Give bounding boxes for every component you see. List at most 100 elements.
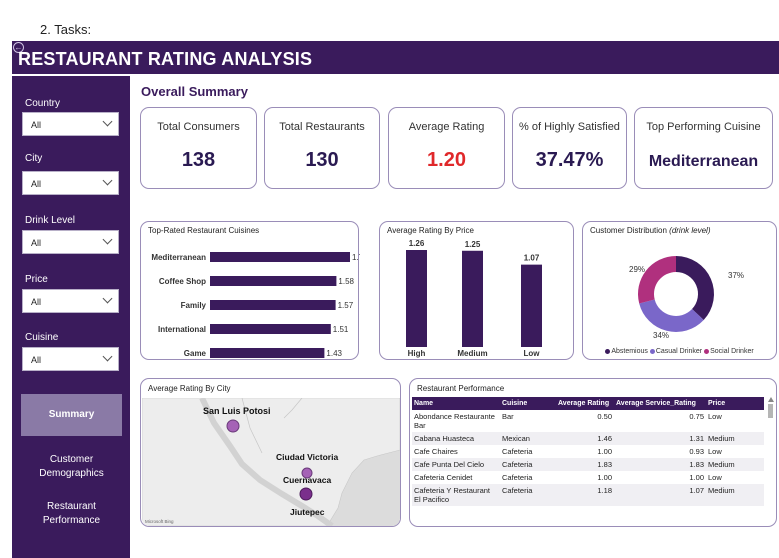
donut-slice[interactable] [638,256,676,304]
map-border [241,398,263,454]
kpi-value: 138 [181,149,216,171]
table-row[interactable]: Abondance Restaurante Bar Bar 0.50 0.75 Low [412,410,764,432]
price-bar[interactable] [462,250,483,347]
map-label-cuernavaca: Cuernavaca [283,475,331,485]
cuisine-bar[interactable] [210,324,331,334]
chart-title-note: (drink level) [669,226,711,235]
map-coastline [199,398,334,526]
table-row[interactable]: Cafe Chaires Cafeteria 1.00 0.93 Low [412,445,764,458]
legend-item-abstemious: Abstemious [605,348,648,355]
map-marker-san-luis-potosi[interactable] [226,419,240,433]
filter-country-label: Country [25,98,61,109]
map-title: Average Rating By City [148,384,231,393]
price-data-label: 1.07 [524,254,540,263]
column-header-average-rating[interactable]: Average Rating [556,397,614,410]
table-row[interactable]: Cafe Punta Del Cielo Cafeteria 1.83 1.83 Med… [412,458,764,471]
scroll-thumb[interactable] [768,404,773,418]
chart-title: Average Rating By Price [387,226,475,235]
kpi-total-restaurants: Total Restaurants 130 [264,107,380,189]
legend-item-social: Social Drinker [704,348,754,355]
price-data-label: 1.26 [409,239,425,248]
table-scrollbar[interactable] [768,397,774,526]
cuisine-bar[interactable] [210,348,325,358]
legend-dot [605,348,611,354]
price-bar[interactable] [406,250,427,347]
filter-country-dropdown[interactable]: All [22,112,119,136]
price-bar-chart: 1.26 High 1.25 Medium 1.07 Low [406,239,542,358]
kpi-top-cuisine: Top Performing Cuisine Mediterranean [634,107,773,189]
section-title: Overall Summary [141,84,248,99]
chart-title-main: Customer Distribution [590,226,667,235]
cuisine-bar[interactable] [210,252,350,262]
cuisine-bar[interactable] [210,300,336,310]
column-header-cuisine[interactable]: Cuisine [500,397,556,410]
map-attribution: Microsoft Bing [145,519,174,524]
table-row[interactable]: Cabana Huasteca Mexican 1.46 1.31 Medium [412,432,764,445]
kpi-value: Mediterranean [648,153,759,170]
kpi-highly-satisfied: % of Highly Satisfied 37.47% [512,107,627,189]
price-category-label: High [408,349,426,358]
cuisine-category-label: Game [184,349,207,358]
filter-city-dropdown[interactable]: All [22,171,119,195]
price-bar[interactable] [521,264,542,347]
cuisine-bar[interactable] [210,276,337,286]
back-arrow-icon[interactable]: ← [13,42,24,53]
legend-dot [649,348,655,354]
chevron-down-icon [102,293,113,304]
cuisine-data-label: 1.51 [333,325,349,334]
cuisine-category-label: Mediterranean [151,253,206,262]
table-row[interactable]: Cafeteria Cenidet Cafeteria 1.00 1.00 Low [412,471,764,484]
donut-legend: Abstemious Casual Drinker Social Drinker [583,348,776,355]
filter-cuisine-dropdown[interactable]: All [22,347,119,371]
nav-summary-button[interactable]: Summary [21,394,122,436]
cuisine-data-label: 1.75 [352,253,360,262]
kpi-label: Total Restaurants [279,121,365,133]
table-cell: Cafe Punta Del Cielo [412,458,500,471]
donut-slice[interactable] [639,299,704,332]
table-cell: 1.00 [597,473,612,482]
filter-cuisine-label: Cuisine [25,332,59,343]
filter-sidebar: Country All City All Drink Level All Pri… [12,76,130,558]
map-marker-jiutepec[interactable] [299,487,313,501]
table-row[interactable]: Cafeteria Y Restaurant El Pacifico Cafete… [412,484,764,506]
column-header-service-rating[interactable]: Average Service_Rating [614,397,706,410]
table-cell: Medium [706,458,764,471]
legend-item-casual: Casual Drinker [649,348,702,355]
table-cell: Abondance Restaurante Bar [414,412,495,430]
price-category-label: Low [524,349,541,358]
table-cell: Cafeteria Cenidet [414,473,473,482]
column-header-name[interactable]: Name [412,397,500,410]
kpi-value: 130 [305,149,339,171]
filter-price-dropdown[interactable]: All [22,289,119,313]
table-cell: Medium [706,432,764,445]
map-label-ciudad-victoria: Ciudad Victoria [276,452,338,462]
column-header-price[interactable]: Price [706,397,764,410]
table-cell: Low [708,473,722,482]
nav-customer-demographics-button[interactable]: Customer Demographics [39,454,104,479]
table-cell: Cafe Chaires [414,447,458,456]
chart-title: Top-Rated Restaurant Cuisines [148,226,260,235]
nav-restaurant-performance-button[interactable]: Restaurant Performance [42,501,101,526]
map-marker-ciudad-victoria[interactable] [301,467,313,479]
filter-drink-level-label: Drink Level [25,215,76,226]
doc-task-label: 2. Tasks: [40,22,92,37]
donut-slice[interactable] [676,256,714,321]
table-cell: Bar [502,412,514,421]
table-cell: 0.93 [689,447,704,456]
city-map[interactable]: San Luis Potosi Ciudad Victoria Cuernava… [142,398,400,526]
donut-data-label: 34% [653,331,669,340]
cuisine-category-label: Family [181,301,207,310]
price-data-label: 1.25 [465,240,481,249]
filter-city-label: City [25,153,43,164]
table-cell: 1.00 [597,447,612,456]
cuisine-data-label: 1.57 [338,301,354,310]
filter-drink-level-dropdown[interactable]: All [22,230,119,254]
table-cell: Cafeteria [502,473,533,482]
kpi-average-rating: Average Rating 1.20 [388,107,505,189]
scroll-up-icon[interactable] [768,397,774,402]
chevron-down-icon [102,175,113,186]
kpi-value: 37.47% [535,149,604,171]
table-cell: Cafeteria [500,484,556,506]
filter-price-value: All [31,297,42,307]
donut-data-label: 29% [629,265,645,274]
